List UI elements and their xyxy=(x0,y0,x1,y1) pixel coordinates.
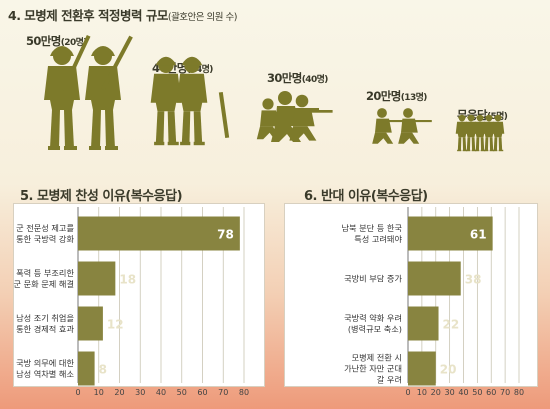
category-label: 국방비 부담 증가 xyxy=(344,274,402,284)
x-tick-label: 50 xyxy=(177,388,187,397)
category-label: 가난한 자만 군대 xyxy=(344,364,402,374)
category-label: 국방 의무에 대한 xyxy=(16,358,74,368)
bar xyxy=(78,351,95,386)
troop-group-label: 50만명(20명) xyxy=(26,33,87,49)
title-subtitle: (괄호안은 의원 수) xyxy=(167,12,238,23)
category-label: (병력규모 축소) xyxy=(348,324,402,334)
chart-title-support: 5. 모병제 찬성 이유(복수응답) xyxy=(20,189,183,204)
category-label: 통한 국방력 강화 xyxy=(16,234,74,244)
troop-size: 50만명 xyxy=(26,34,61,48)
troop-count: (13명) xyxy=(400,93,428,103)
x-tick-label: 30 xyxy=(445,388,455,397)
x-tick-label: 60 xyxy=(486,388,496,397)
category-label: 갈 우려 xyxy=(377,375,402,385)
soldier-figure xyxy=(176,56,208,146)
x-tick-label: 40 xyxy=(458,388,468,397)
soldier-figure xyxy=(491,114,505,152)
category-label: 모병제 전환 시 xyxy=(352,353,402,363)
category-label: 통한 경제적 효과 xyxy=(16,324,74,334)
bar xyxy=(78,306,103,341)
x-tick-label: 0 xyxy=(75,388,80,397)
data-label: 22 xyxy=(443,318,460,332)
section-title-troop-size: 4. 모병제 전환후 적정병력 규모(괄호안은 의원 수) xyxy=(8,5,238,24)
bar xyxy=(78,261,116,296)
soldier-illustration xyxy=(44,34,505,152)
category-label: 남성 역차별 해소 xyxy=(16,369,74,379)
soldier-figure xyxy=(398,108,432,144)
category-label: 남북 분단 등 한국 xyxy=(341,223,402,233)
title-main: 4. 모병제 전환후 적정병력 규모 xyxy=(8,8,168,23)
data-label: 61 xyxy=(470,228,487,242)
soldier-figure xyxy=(85,35,133,150)
x-tick-label: 80 xyxy=(514,388,524,397)
bar xyxy=(78,216,240,251)
x-tick-label: 70 xyxy=(500,388,510,397)
x-tick-label: 0 xyxy=(405,388,410,397)
data-label: 20 xyxy=(440,363,457,377)
bar xyxy=(408,351,436,386)
category-label: 국방력 약화 우려 xyxy=(344,313,402,323)
troop-count: (20명) xyxy=(60,38,88,48)
troop-count: (40명) xyxy=(301,75,329,85)
data-label: 18 xyxy=(119,273,136,287)
bar xyxy=(408,261,461,296)
x-tick-label: 30 xyxy=(135,388,145,397)
x-tick-label: 70 xyxy=(218,388,228,397)
chart-title-oppose: 6. 반대 이유(복수응답) xyxy=(304,189,428,204)
category-label: 폭력 등 부조리한 xyxy=(16,268,74,278)
x-tick-label: 10 xyxy=(94,388,104,397)
category-label: 남성 조기 취업을 xyxy=(16,313,74,323)
x-tick-label: 20 xyxy=(114,388,124,397)
data-label: 12 xyxy=(107,318,124,332)
data-label: 78 xyxy=(217,228,234,242)
soldier-figure xyxy=(44,34,91,150)
category-label: 군 문화 문제 해결 xyxy=(13,279,74,289)
soldier-figure xyxy=(289,94,333,141)
soldier-figure xyxy=(150,56,182,146)
bar xyxy=(408,306,439,341)
x-tick-label: 50 xyxy=(472,388,482,397)
category-label: 군 전문성 제고를 xyxy=(16,223,74,233)
x-tick-label: 20 xyxy=(431,388,441,397)
bar xyxy=(408,216,493,251)
data-label: 8 xyxy=(99,363,107,377)
rifle xyxy=(218,91,230,139)
troop-group-label: 20만명(13명) xyxy=(366,88,427,104)
x-tick-label: 10 xyxy=(417,388,427,397)
data-label: 38 xyxy=(465,273,482,287)
x-tick-label: 40 xyxy=(156,388,166,397)
troop-size: 20만명 xyxy=(366,89,401,103)
category-label: 특성 고려돼야 xyxy=(354,234,402,244)
troop-size: 30만명 xyxy=(267,71,302,85)
troop-count: (24명) xyxy=(186,65,214,75)
x-tick-label: 60 xyxy=(197,388,207,397)
troop-group-label: 30만명(40명) xyxy=(267,70,328,86)
x-tick-label: 80 xyxy=(239,388,249,397)
